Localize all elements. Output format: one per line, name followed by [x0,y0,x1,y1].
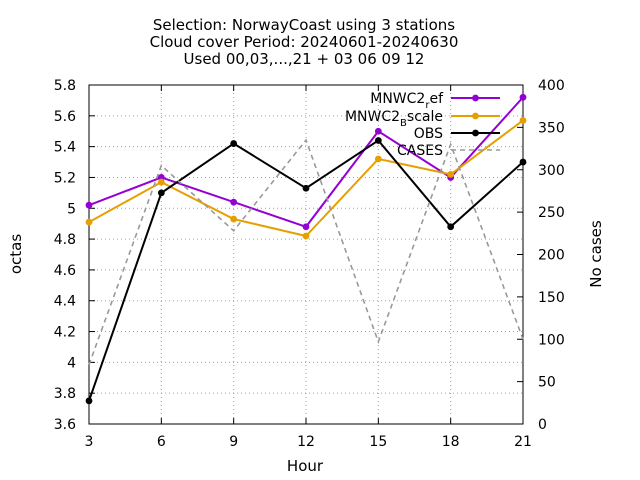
series-line-cases [88,138,524,365]
y2-tick-label: 100 [538,332,565,348]
x-tick-label: 21 [514,434,532,450]
y-tick-label: 4.8 [54,232,76,248]
y-tick-label: 3.8 [54,386,76,402]
axis-ticks: 3 6 9 12 15 18 21 3.6 3.8 4 4.2 4.4 4.6 4.8 5 5.2 5.4 5.6… [54,78,565,450]
y-tick-label: 3.6 [54,417,76,433]
legend-marker-mnwc2-bscale [472,112,479,120]
data-point-mnwc2-ref [519,93,527,101]
legend-marker-mnwc2-ref [472,94,479,102]
data-point-mnwc2-ref [230,198,238,206]
y2-tick-label: 50 [538,375,556,391]
x-tick-label: 6 [157,434,166,450]
y2-tick-label: 200 [538,248,565,264]
data-point-mnwc2-ref [302,223,310,231]
data-point-mnwc2-ref [374,127,382,135]
y-tick-label: 5.6 [54,109,76,125]
data-point-mnwc2-bscale [230,215,238,223]
grid [89,85,523,424]
legend-label-mnwc2-ref: MNWC2ref [370,91,444,111]
x-tick-label: 15 [369,434,387,450]
x-axis-label: Hour [287,457,324,475]
y-tick-label: 5.4 [54,140,76,156]
chart-title-line-1: Selection: NorwayCoast using 3 stations [153,16,455,34]
chart-title-line-3: Used 00,03,...,21 + 03 06 09 12 [184,50,425,68]
y-tick-label: 4.4 [54,294,76,310]
data-point-mnwc2-ref [85,201,93,209]
x-tick-label: 12 [297,434,315,450]
y-tick-label: 4 [67,355,76,371]
data-point-obs [447,223,455,231]
data-point-obs [157,189,165,197]
data-point-mnwc2-bscale [447,170,455,178]
series-lines [85,93,527,405]
y-tick-label: 4.6 [54,263,76,279]
y-tick-label: 4.2 [54,325,76,341]
x-tick-label: 3 [85,434,94,450]
data-point-mnwc2-bscale [85,218,93,226]
data-point-obs [85,397,93,405]
data-point-obs [302,184,310,192]
y-tick-label: 5 [67,201,76,217]
data-point-obs [230,140,238,147]
data-point-mnwc2-bscale [519,117,527,124]
data-point-obs [374,137,382,144]
y-tick-label: 5.2 [54,170,76,186]
chart-title-line-2: Cloud cover Period: 20240601-20240630 [150,33,459,51]
y2-tick-label: 250 [538,205,565,221]
legend-label-obs: OBS [414,126,443,142]
y2-tick-label: 300 [538,163,565,179]
y2-tick-label: 0 [538,417,547,433]
y2-axis-label: No cases [587,220,605,288]
y-axis-label: octas [7,234,25,274]
legend-label-mnwc2-bscale: MNWC2Bscale [345,109,443,129]
data-point-mnwc2-bscale [157,178,165,186]
y2-tick-label: 350 [538,120,565,136]
data-point-obs [519,158,527,166]
y2-tick-label: 400 [538,78,565,94]
legend-marker-obs [472,129,479,137]
data-point-mnwc2-bscale [302,232,310,240]
y-tick-label: 5.8 [54,78,76,94]
x-tick-label: 9 [229,434,238,450]
legend-label-cases: CASES [397,143,443,159]
y2-tick-label: 150 [538,290,565,306]
x-tick-label: 18 [442,434,460,450]
data-point-mnwc2-bscale [374,155,382,163]
